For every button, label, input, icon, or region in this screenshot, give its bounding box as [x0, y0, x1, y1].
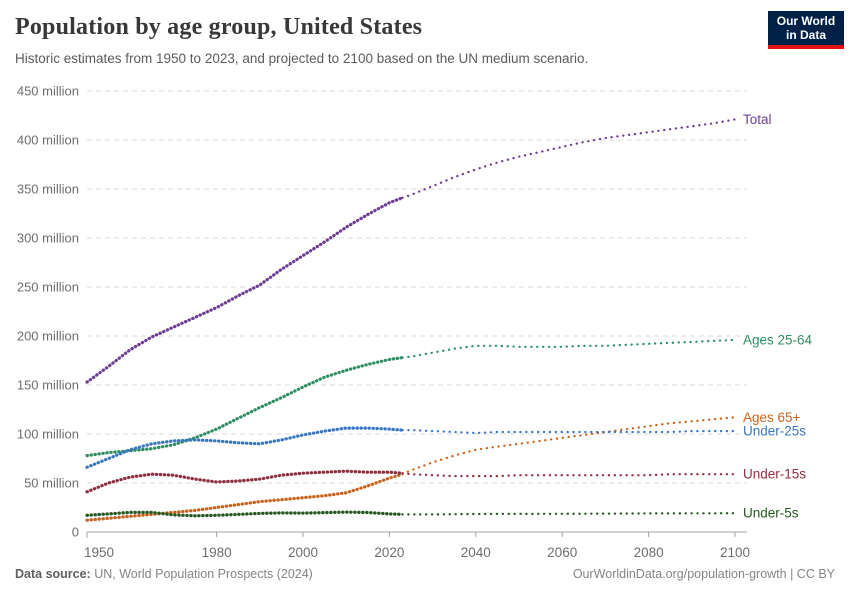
series-line-historic-under-25s — [85, 426, 404, 469]
data-source-note: Data source: UN, World Population Prospe… — [15, 567, 313, 581]
y-tick-label: 0 — [72, 525, 79, 540]
data-source-value: UN, World Population Prospects (2024) — [94, 567, 313, 581]
series-line-projection-under-25s — [401, 429, 737, 435]
x-tick-label: 2100 — [720, 545, 750, 560]
series-line-historic-under-15s — [85, 469, 404, 494]
chart-subtitle: Historic estimates from 1950 to 2023, an… — [15, 51, 589, 66]
series-label-ages-65-: Ages 65+ — [743, 410, 801, 425]
series-label-under-5s: Under-5s — [743, 506, 799, 521]
series-line-historic-ages-65- — [85, 472, 404, 522]
owid-logo-line2: in Data — [785, 28, 826, 42]
series-line-projection-total — [401, 118, 737, 199]
series-line-historic-total — [85, 196, 404, 384]
y-tick-label: 300 million — [17, 231, 79, 246]
series-label-under-25s: Under-25s — [743, 424, 806, 439]
page-title: Population by age group, United States — [15, 14, 423, 40]
x-tick-label: 2040 — [461, 545, 491, 560]
series-label-total: Total — [743, 112, 772, 127]
y-tick-label: 450 million — [17, 84, 79, 99]
x-tick-label: 1950 — [84, 545, 114, 560]
chart-svg: 0 50 million 100 million 150 million 200 mil… — [17, 84, 813, 561]
series-line-projection-under-15s — [401, 472, 737, 478]
series-label-under-15s: Under-15s — [743, 467, 806, 482]
y-tick-label: 150 million — [17, 378, 79, 393]
x-tick-label: 2080 — [634, 545, 664, 560]
license-note: OurWorldinData.org/population-growth | C… — [572, 567, 835, 581]
owid-logo: Our World in Data — [768, 11, 844, 49]
y-tick-label: 100 million — [17, 427, 79, 442]
line-chart-canvas: 0 50 million 100 million 150 million 200 mil… — [0, 80, 850, 561]
x-tick-label: 1980 — [202, 545, 232, 560]
series-line-projection-under-5s — [401, 512, 737, 516]
x-tick-label: 2020 — [374, 545, 404, 560]
x-tick-label: 2000 — [288, 545, 318, 560]
series-line-projection-ages-25-64 — [401, 338, 737, 359]
y-tick-label: 350 million — [17, 182, 79, 197]
y-tick-label: 250 million — [17, 280, 79, 295]
x-tick-label: 2060 — [547, 545, 577, 560]
chart-footer: Data source: UN, World Population Prospe… — [15, 567, 835, 581]
y-tick-label: 50 million — [24, 476, 79, 491]
series-line-projection-ages-65- — [401, 416, 737, 476]
y-tick-label: 200 million — [17, 329, 79, 344]
y-tick-label: 400 million — [17, 133, 79, 148]
data-source-label: Data source: — [15, 567, 91, 581]
owid-logo-line1: Our World — [776, 14, 836, 28]
series-line-historic-ages-25-64 — [85, 356, 404, 458]
series-label-ages-25-64: Ages 25-64 — [743, 332, 813, 347]
